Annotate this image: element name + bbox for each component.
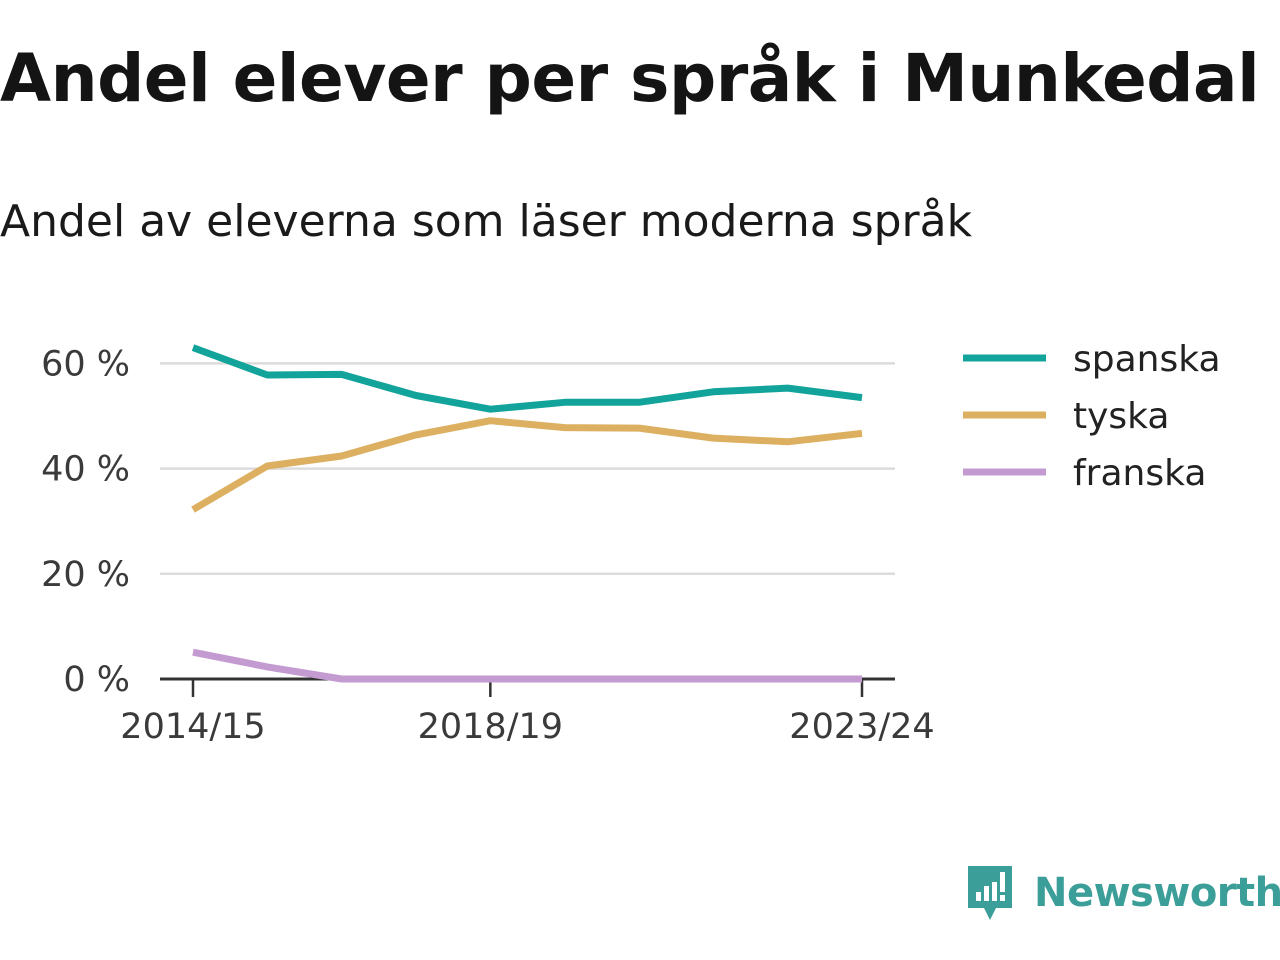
chart-subtitle: Andel av eleverna som läser moderna språ…: [0, 196, 973, 247]
legend-label-spanska: spanska: [1073, 339, 1221, 380]
gridlines: [160, 362, 895, 576]
y-tick-label: 20 %: [41, 555, 130, 595]
brand-name: Newsworthy: [1034, 870, 1280, 916]
x-axis-labels: 2014/15 2018/19 2023/24: [120, 707, 934, 747]
x-tick-label: 2014/15: [120, 707, 265, 747]
legend-label-tyska: tyska: [1073, 396, 1169, 437]
y-tick-label: 0 %: [63, 660, 130, 700]
x-tick-label: 2018/19: [418, 707, 563, 747]
chart-title: Andel elever per språk i Munkedal: [0, 40, 1260, 117]
newsworthy-logo: Newsworthy: [964, 862, 1280, 924]
y-axis-labels: 0 % 20 % 40 % 60 %: [41, 344, 130, 700]
series-line-tyska: [191, 417, 863, 513]
y-tick-label: 40 %: [41, 450, 130, 490]
series-line-franska: [192, 648, 862, 683]
y-tick-label: 60 %: [41, 344, 130, 384]
legend: spanska tyska franska: [963, 339, 1221, 494]
series-lines: [191, 344, 863, 683]
legend-label-franska: franska: [1073, 453, 1206, 494]
x-tick-label: 2023/24: [789, 707, 934, 747]
newsworthy-logo-icon: [968, 866, 1012, 920]
series-line-spanska: [191, 344, 863, 413]
